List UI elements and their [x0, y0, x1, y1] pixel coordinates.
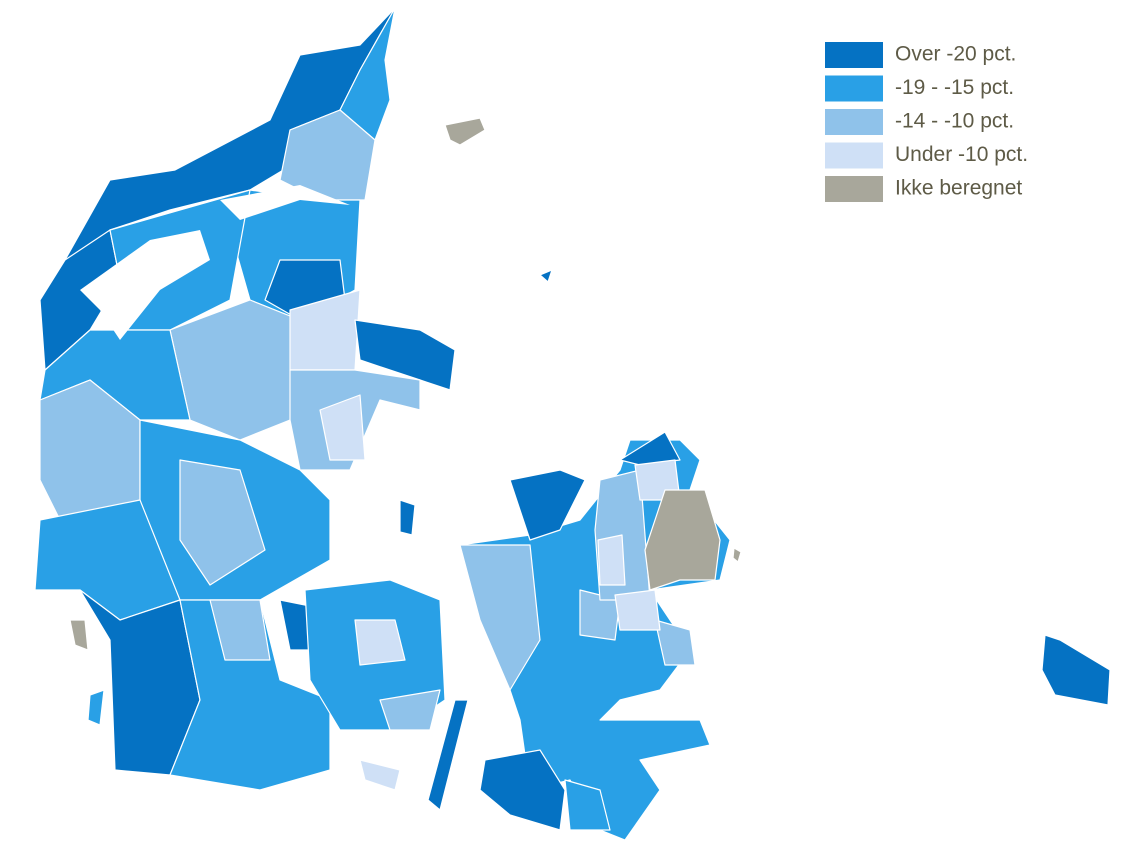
region: [614, 589, 661, 631]
region: [427, 699, 469, 811]
water: [80, 230, 210, 340]
region: [359, 759, 401, 791]
legend: Over -20 pct. -19 - -15 pct. -14 - -10 pct…: [825, 42, 1028, 202]
water: [220, 185, 350, 220]
region: [179, 459, 266, 586]
legend-swatch: [825, 109, 883, 135]
region: [319, 394, 366, 461]
regions: [34, 7, 1111, 841]
region: [209, 599, 271, 661]
legend-swatch: [825, 176, 883, 202]
region: [354, 619, 406, 666]
region: [379, 689, 441, 731]
legend-swatch: [825, 142, 883, 169]
legend-label: Ikke beregnet: [895, 177, 1022, 200]
region: [619, 431, 681, 466]
region: [564, 779, 611, 831]
region: [444, 117, 486, 146]
legend-label: Over -20 pct.: [895, 43, 1016, 66]
region: [654, 619, 696, 666]
region: [354, 319, 456, 391]
region: [279, 109, 376, 201]
region: [479, 749, 566, 831]
legend-swatch: [825, 42, 883, 68]
region: [732, 547, 742, 563]
region: [539, 269, 553, 283]
region: [597, 534, 626, 586]
region: [69, 619, 89, 651]
region: [509, 469, 586, 541]
region: [459, 544, 541, 691]
region: [1041, 634, 1111, 706]
region: [87, 689, 105, 726]
region: [644, 489, 721, 591]
legend-label: Under -10 pct.: [895, 143, 1028, 166]
region: [399, 499, 416, 536]
legend-label: -14 - -10 pct.: [895, 110, 1014, 133]
legend-label: -19 - -15 pct.: [895, 76, 1014, 99]
region: [169, 599, 331, 791]
legend-swatch: [825, 75, 883, 102]
